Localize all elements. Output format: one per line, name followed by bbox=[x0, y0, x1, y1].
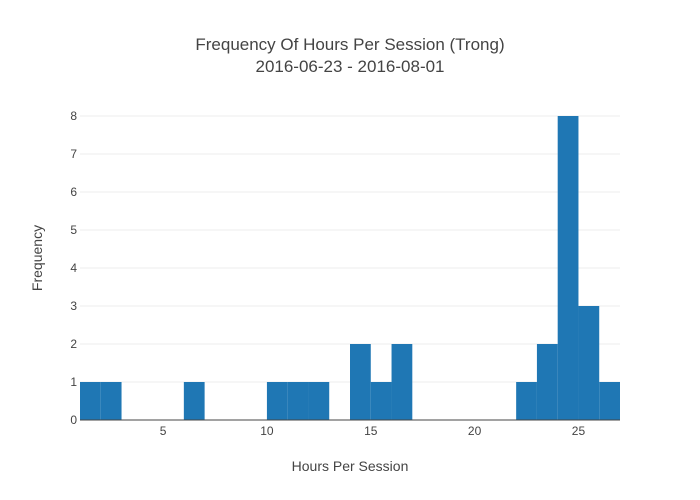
x-axis-title: Hours Per Session bbox=[292, 458, 409, 474]
y-tick-label: 7 bbox=[70, 147, 77, 161]
y-tick-labels: 0 1 2 3 4 5 6 7 8 bbox=[70, 109, 77, 427]
bars bbox=[80, 116, 620, 420]
histogram-bar bbox=[308, 382, 330, 420]
histogram-bar bbox=[516, 382, 537, 420]
histogram-bar bbox=[100, 382, 122, 420]
x-tick-label: 5 bbox=[160, 424, 167, 438]
histogram-bar bbox=[80, 382, 101, 420]
histogram-bar bbox=[599, 382, 620, 420]
y-tick-label: 8 bbox=[70, 109, 77, 123]
y-tick-label: 6 bbox=[70, 185, 77, 199]
x-tick-label: 15 bbox=[364, 424, 378, 438]
chart-title: Frequency Of Hours Per Session (Trong) bbox=[195, 35, 504, 54]
histogram-bar bbox=[536, 344, 558, 420]
gridlines bbox=[80, 115, 620, 383]
histogram-bar bbox=[350, 344, 371, 420]
chart-subtitle: 2016-06-23 - 2016-08-01 bbox=[255, 57, 444, 76]
x-tick-label: 10 bbox=[260, 424, 274, 438]
y-tick-label: 1 bbox=[70, 375, 77, 389]
y-axis-title: Frequency bbox=[29, 225, 45, 291]
histogram-bar bbox=[266, 382, 288, 420]
x-tick-label: 20 bbox=[468, 424, 482, 438]
histogram-bar bbox=[557, 116, 579, 420]
y-tick-label: 4 bbox=[70, 261, 77, 275]
x-tick-labels: 5 10 15 20 25 bbox=[160, 424, 586, 438]
x-tick-label: 25 bbox=[572, 424, 586, 438]
y-tick-label: 2 bbox=[70, 337, 77, 351]
histogram-bar bbox=[391, 344, 413, 420]
histogram-bar bbox=[578, 306, 600, 420]
y-tick-label: 0 bbox=[70, 413, 77, 427]
y-tick-label: 5 bbox=[70, 223, 77, 237]
y-tick-label: 3 bbox=[70, 299, 77, 313]
histogram-bar bbox=[183, 382, 205, 420]
histogram-bar bbox=[370, 382, 392, 420]
histogram-bar bbox=[287, 382, 309, 420]
